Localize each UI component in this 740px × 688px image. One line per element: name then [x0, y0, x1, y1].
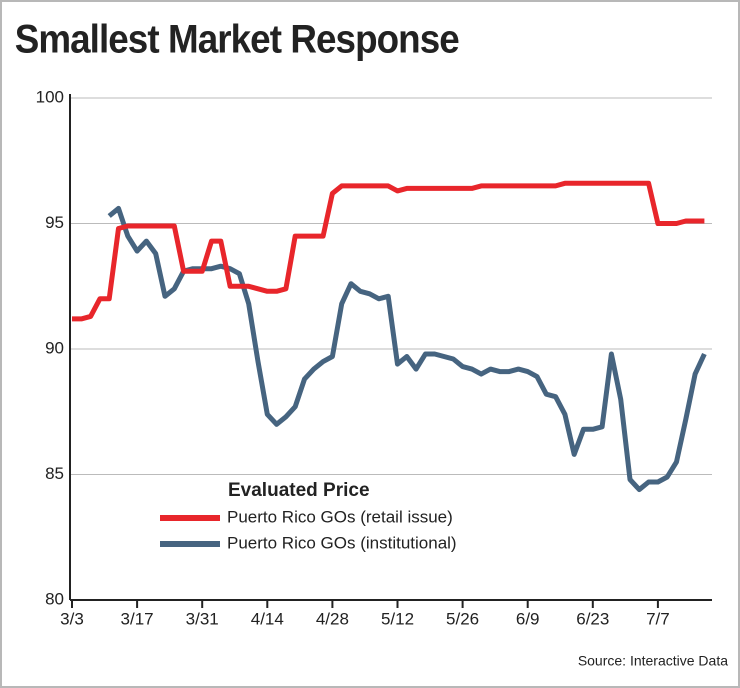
y-tick-label: 80 — [45, 589, 64, 608]
legend-label: Puerto Rico GOs (retail issue) — [227, 507, 453, 526]
legend-title: Evaluated Price — [228, 480, 370, 501]
line-series — [107, 205, 707, 493]
x-tick-label: 7/7 — [646, 609, 670, 628]
x-tick-label: 6/9 — [516, 609, 540, 628]
y-tick-label: 90 — [45, 338, 64, 357]
source: Source: Interactive Data — [578, 653, 728, 669]
x-tick-label: 3/31 — [186, 609, 219, 628]
x-tick-label: 6/23 — [576, 609, 609, 628]
x-tick-label: 3/17 — [121, 609, 154, 628]
x-tick-label: 4/14 — [251, 609, 284, 628]
x-tick-label: 5/12 — [381, 609, 414, 628]
y-tick-label: 100 — [36, 87, 64, 106]
x-tick-label: 4/28 — [316, 609, 349, 628]
legend-label: Puerto Rico GOs (institutional) — [227, 533, 457, 552]
x-tick-label: 5/26 — [446, 609, 479, 628]
line-series — [72, 180, 705, 322]
y-tick-label: 85 — [45, 464, 64, 483]
chart-title: Smallest Market Response — [15, 17, 460, 62]
x-tick-label: 3/3 — [60, 609, 84, 628]
y-tick-label: 95 — [45, 213, 64, 232]
